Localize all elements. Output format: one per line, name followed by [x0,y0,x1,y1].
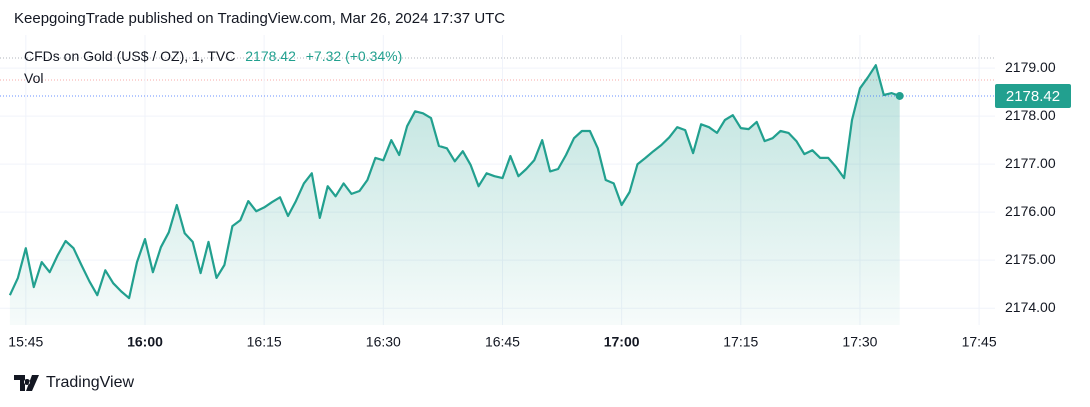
brand: TradingView [46,374,135,391]
x-tick-label: 16:45 [485,334,520,350]
y-tick-label: 2175.00 [1005,251,1056,267]
x-tick-label: 17:30 [842,334,877,350]
footer: TradingView [14,374,134,392]
price-change: +7.32 (+0.34%) [305,48,403,64]
legend: CFDs on Gold (US$ / OZ), 1, TVC 2178.42 … [24,48,402,64]
last-price: 2178.42 [245,48,296,64]
area-fill [9,65,900,325]
price-line [8,64,901,300]
last-point [895,91,904,100]
x-tick-label: 16:30 [366,334,401,350]
y-tick-label: 2178.00 [1005,107,1056,123]
x-tick-label: 17:15 [723,334,758,350]
logo [14,375,39,391]
volume-label: Vol [24,70,44,86]
publish-info: KeepgoingTrade published on TradingView.… [14,10,506,27]
x-tick-label: 17:45 [962,334,997,350]
y-tick-label: 2176.00 [1005,203,1056,219]
price-tag-label: 2178.42 [1006,88,1060,105]
y-tick-label: 2179.00 [1005,59,1056,75]
symbol: CFDs on Gold (US$ / OZ), 1, TVC [24,48,236,64]
x-tick-label: 16:00 [127,334,163,350]
x-tick-label: 17:00 [604,334,640,350]
x-tick-label: 15:45 [8,334,43,350]
plot [8,64,901,325]
price-tag [995,83,1071,108]
y-tick-label: 2177.00 [1005,155,1056,171]
x-tick-label: 16:15 [247,334,282,350]
y-tick-label: 2174.00 [1005,299,1056,315]
